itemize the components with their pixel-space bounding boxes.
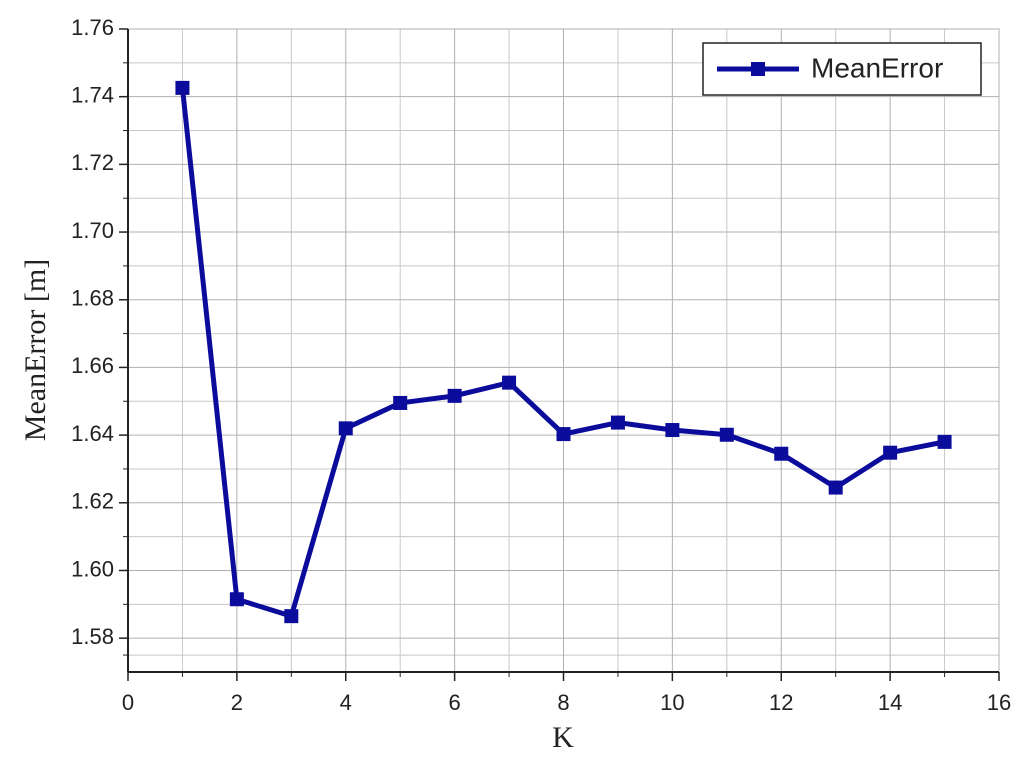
marker [393, 395, 408, 410]
y-axis-label: MeanError [m] [19, 259, 52, 441]
marker [338, 421, 353, 436]
x-tick-label: 16 [987, 690, 1011, 715]
x-tick-label: 8 [557, 690, 569, 715]
marker [447, 388, 462, 403]
marker [610, 415, 625, 430]
marker [937, 434, 952, 449]
y-tick-label: 1.70 [71, 218, 114, 243]
x-tick-label: 6 [449, 690, 461, 715]
x-tick-label: 12 [769, 690, 793, 715]
marker [665, 423, 680, 438]
marker [883, 445, 898, 460]
legend-marker [751, 62, 765, 76]
y-tick-label: 1.62 [71, 489, 114, 514]
marker [175, 80, 190, 95]
marker [719, 427, 734, 442]
y-tick-label: 1.60 [71, 556, 114, 581]
y-tick-label: 1.66 [71, 353, 114, 378]
x-tick-label: 0 [122, 690, 134, 715]
y-tick-label: 1.74 [71, 82, 114, 107]
marker [774, 446, 789, 461]
marker [556, 427, 571, 442]
y-tick-label: 1.72 [71, 150, 114, 175]
marker [828, 480, 843, 495]
marker [284, 609, 299, 624]
y-tick-label: 1.76 [71, 15, 114, 40]
legend-label: MeanError [811, 52, 943, 83]
x-axis-label: K [552, 721, 574, 754]
marker [229, 592, 244, 607]
x-tick-label: 14 [878, 690, 902, 715]
marker [502, 375, 517, 390]
y-tick-label: 1.64 [71, 421, 114, 446]
y-tick-label: 1.68 [71, 286, 114, 311]
x-tick-label: 4 [340, 690, 352, 715]
x-tick-label: 10 [660, 690, 684, 715]
y-tick-label: 1.58 [71, 624, 114, 649]
x-tick-label: 2 [231, 690, 243, 715]
